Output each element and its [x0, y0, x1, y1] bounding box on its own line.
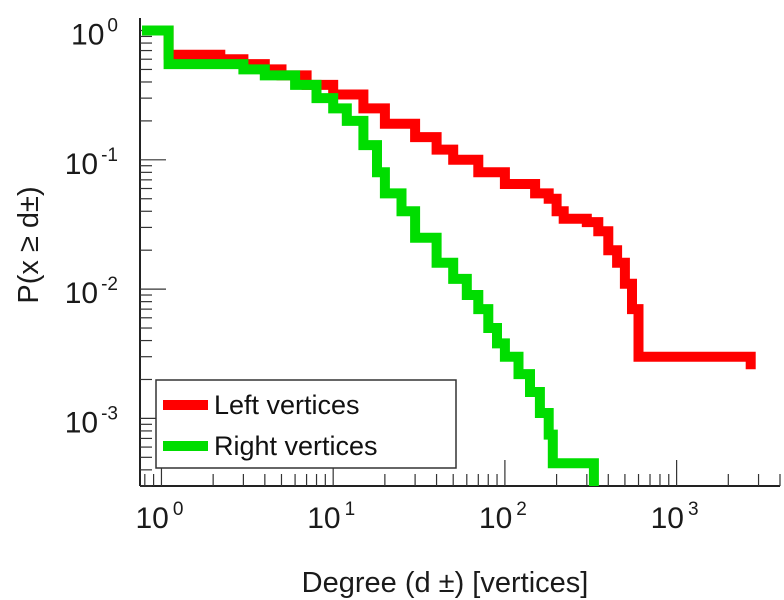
x-tick-label: 10 2 — [479, 499, 527, 535]
x-tick-labels: 10 0 10 1 10 2 10 3 — [135, 499, 698, 535]
legend: Left vertices Right vertices — [155, 379, 457, 469]
x-tick-label: 10 3 — [651, 499, 699, 535]
x-tick-label: 10 0 — [135, 499, 183, 535]
legend-label-left: Left vertices — [214, 390, 360, 420]
x-axis-label: Degree (d ±) [vertices] — [302, 567, 589, 599]
legend-label-right: Right vertices — [214, 431, 378, 461]
x-tick-label: 10 1 — [307, 499, 355, 535]
series-line-right-vertices — [142, 25, 599, 486]
series-line-left-vertices — [161, 25, 756, 370]
y-tick-label: 10 -3 — [65, 403, 118, 439]
y-tick-label: 10 -2 — [65, 274, 118, 310]
y-tick-label: 10 -1 — [65, 145, 118, 181]
legend-box — [155, 379, 457, 469]
series-layer — [142, 25, 756, 486]
y-tick-label: 10 0 — [71, 16, 118, 52]
y-axis-label: P(x ≥ d±) — [13, 186, 45, 303]
